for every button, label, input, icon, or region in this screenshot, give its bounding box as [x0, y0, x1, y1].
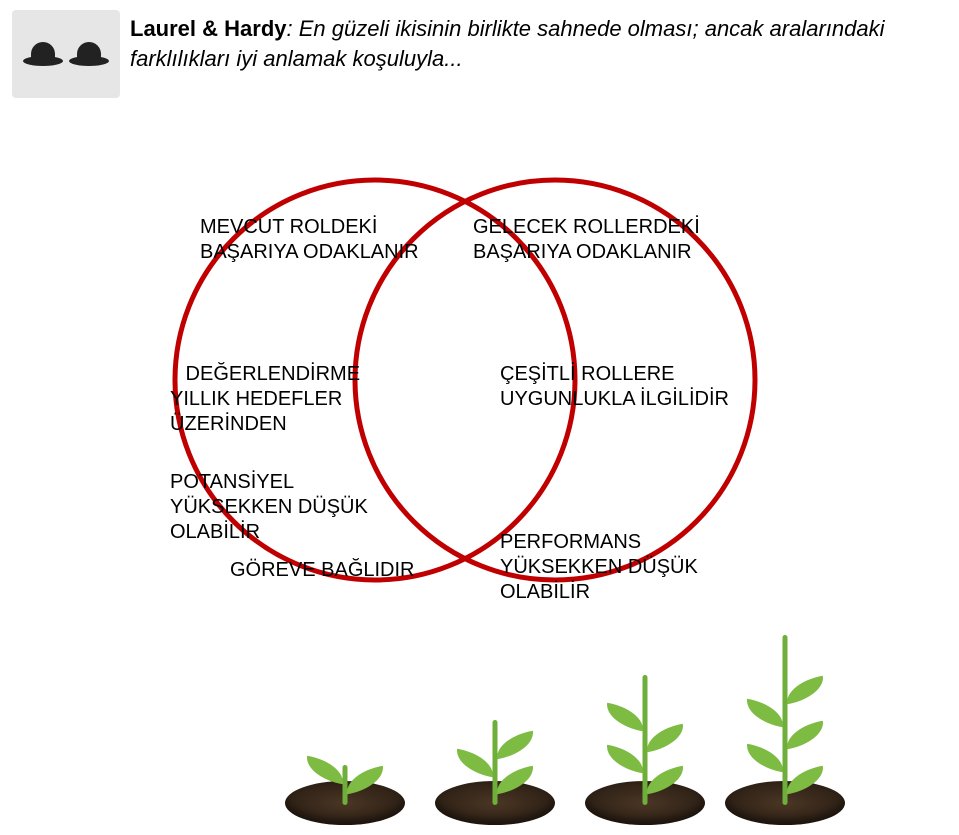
heading-lead: Laurel & Hardy: [130, 16, 287, 41]
potential-tag-label: Potansiyel: [829, 393, 921, 416]
leaf-icon: [743, 699, 786, 728]
leaf-icon: [493, 731, 536, 760]
performance-tag: Performans: [10, 376, 140, 432]
plant: [725, 605, 845, 825]
leaf-icon: [303, 755, 346, 784]
venn-right-bottom: PERFORMANS YÜKSEKKEN DÜŞÜK OLABİLİR: [500, 530, 698, 605]
leaf-icon: [603, 703, 646, 732]
leaf-icon: [603, 745, 646, 774]
leaf-icon: [783, 676, 826, 705]
slide-heading: Laurel & Hardy: En güzeli ikisinin birli…: [130, 14, 939, 73]
stem: [783, 635, 788, 805]
performance-tag-label: Performans: [23, 393, 126, 416]
slide-root: Laurel & Hardy: En güzeli ikisinin birli…: [0, 0, 959, 835]
leaf-icon: [743, 743, 786, 772]
header-photo: [12, 10, 120, 98]
venn-left-bottom: POTANSİYEL YÜKSEKKEN DÜŞÜK OLABİLİR: [170, 470, 368, 545]
bowler-hat-icon: [69, 34, 109, 74]
plant: [435, 690, 555, 825]
bowler-hat-icon: [23, 34, 63, 74]
venn-right-title: GELECEK ROLLERDEKİ BAŞARIYA ODAKLANIR: [473, 215, 700, 265]
stem: [643, 675, 648, 805]
plants-illustration: [285, 625, 845, 825]
venn-right-mid: ÇEŞİTLİ ROLLERE UYGUNLUKLA İLGİLİDİR: [500, 362, 729, 412]
plant: [285, 735, 405, 825]
venn-left-mid: DEĞERLENDİRME YILLIK HEDEFLER ÜZERİNDEN: [170, 362, 360, 437]
plant: [585, 645, 705, 825]
leaf-icon: [453, 748, 496, 777]
stem: [343, 765, 348, 805]
venn-left-bottom2: GÖREVE BAĞLIDIR: [230, 558, 415, 583]
leaf-icon: [783, 721, 826, 750]
potential-tag: Potansiyel: [810, 376, 940, 432]
venn-left-title: MEVCUT ROLDEKİ BAŞARIYA ODAKLANIR: [200, 215, 419, 265]
leaf-icon: [643, 724, 686, 753]
